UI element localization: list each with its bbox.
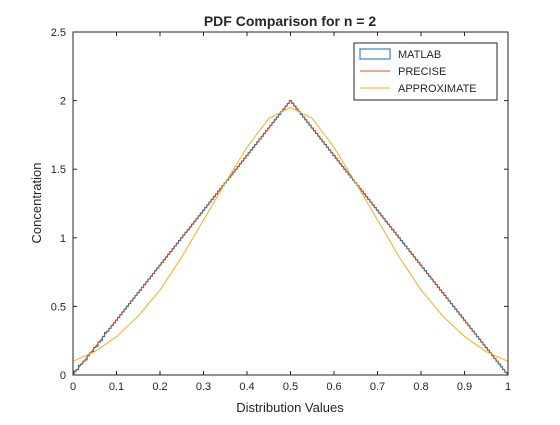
x-tick-label: 0.3 — [196, 381, 211, 393]
y-tick-label: 0 — [60, 370, 66, 382]
x-axis-label: Distribution Values — [236, 400, 344, 415]
legend: MATLAB PRECISE APPROXIMATE — [353, 42, 498, 101]
x-tick-label: 0.5 — [283, 381, 298, 393]
y-tick-label: 2.5 — [51, 27, 66, 39]
series-approximate-line — [72, 106, 509, 362]
x-tick-label: 1 — [505, 381, 511, 393]
y-tick-label: 0.5 — [51, 301, 66, 313]
legend-label-precise: PRECISE — [398, 66, 446, 78]
y-tick-label: 1 — [60, 233, 66, 245]
x-tick-label: 0.6 — [326, 381, 341, 393]
series-layer — [72, 99, 509, 376]
y-axis-ticks: 0 0.5 1 1.5 2 2.5 — [51, 27, 508, 382]
x-axis-ticks: 0 0.1 0.2 0.3 0.4 0.5 0.6 0.7 0.8 0.9 1 — [70, 32, 511, 393]
y-axis-label: Concentration — [29, 163, 44, 244]
x-tick-label: 0.9 — [457, 381, 472, 393]
x-tick-label: 0.4 — [239, 381, 254, 393]
x-tick-label: 0 — [70, 381, 76, 393]
x-tick-label: 0.8 — [413, 381, 428, 393]
legend-label-approximate: APPROXIMATE — [398, 83, 477, 95]
y-tick-label: 1.5 — [51, 164, 66, 176]
legend-label-matlab: MATLAB — [398, 49, 441, 61]
legend-swatch-matlab — [359, 48, 391, 60]
x-tick-label: 0.1 — [109, 381, 124, 393]
series-precise-line — [72, 99, 509, 376]
x-tick-label: 0.7 — [370, 381, 385, 393]
y-tick-label: 2 — [60, 96, 66, 108]
chart-title: PDF Comparison for n = 2 — [204, 13, 377, 29]
x-tick-label: 0.2 — [152, 381, 167, 393]
